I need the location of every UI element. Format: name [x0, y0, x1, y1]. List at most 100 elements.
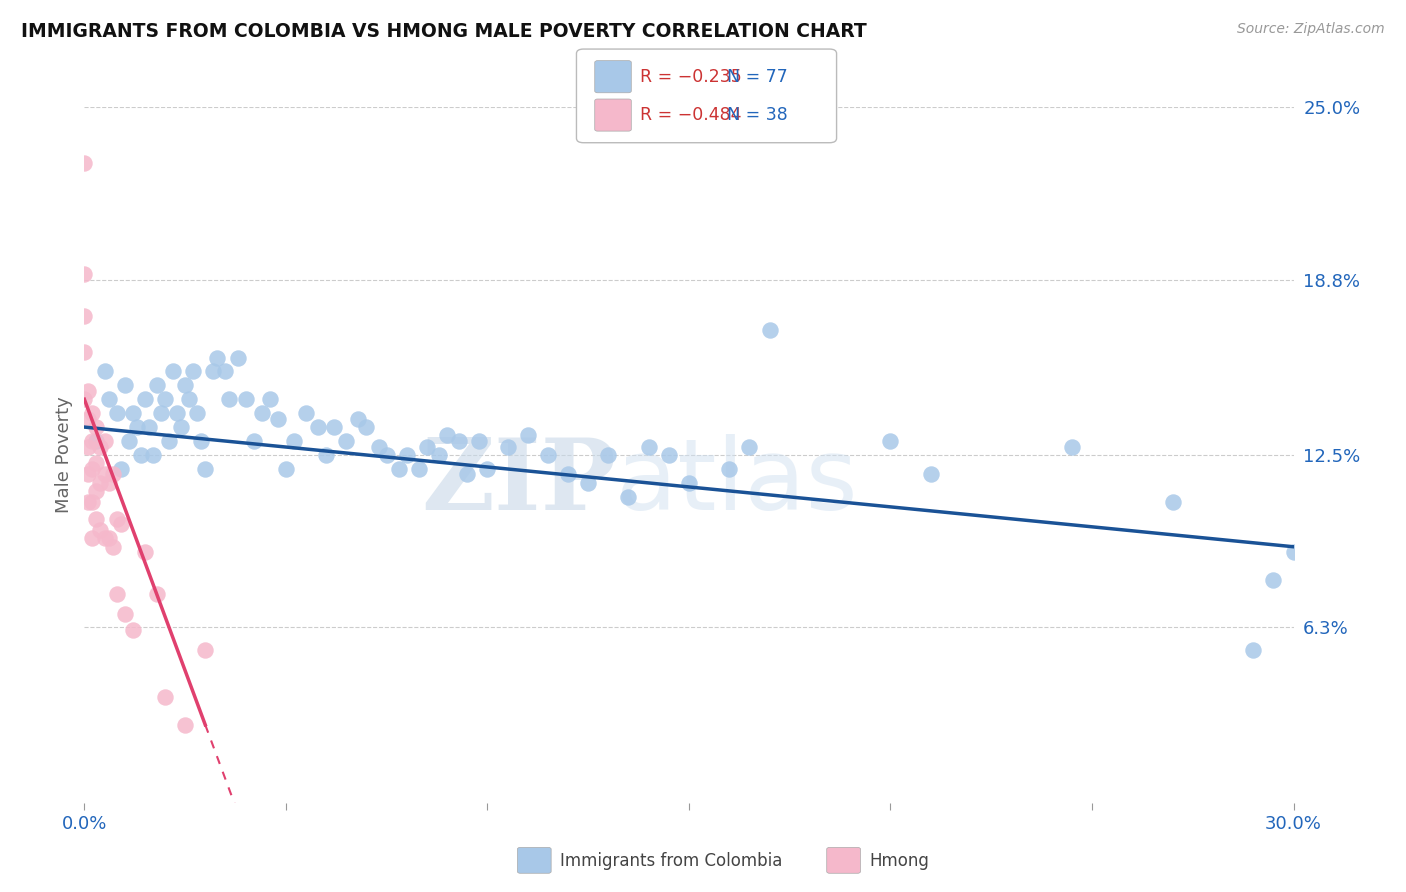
Point — [170, 420, 193, 434]
Point — [77, 440, 100, 454]
Point — [86, 456, 108, 470]
Point — [121, 406, 143, 420]
Point — [576, 475, 599, 490]
Text: IMMIGRANTS FROM COLOMBIA VS HMONG MALE POVERTY CORRELATION CHART: IMMIGRANTS FROM COLOMBIA VS HMONG MALE P… — [21, 22, 868, 41]
Point — [97, 475, 120, 490]
Point — [73, 392, 96, 407]
Point — [181, 364, 204, 378]
Point — [82, 462, 104, 476]
Point — [97, 392, 120, 407]
Point — [367, 440, 389, 454]
Point — [1161, 495, 1184, 509]
Point — [86, 484, 108, 499]
Point — [658, 448, 681, 462]
Point — [283, 434, 305, 448]
Text: Immigrants from Colombia: Immigrants from Colombia — [560, 852, 782, 870]
Point — [738, 440, 761, 454]
Point — [146, 378, 169, 392]
Point — [73, 309, 96, 323]
Point — [101, 540, 124, 554]
Point — [162, 364, 184, 378]
Point — [226, 351, 249, 365]
Point — [477, 462, 499, 476]
Point — [250, 406, 273, 420]
Point — [129, 448, 152, 462]
Point — [77, 384, 100, 398]
Point — [617, 490, 640, 504]
Point — [105, 587, 128, 601]
Point — [89, 523, 111, 537]
Point — [73, 345, 96, 359]
Point — [153, 690, 176, 704]
Text: R = −0.484: R = −0.484 — [640, 106, 741, 124]
Point — [134, 392, 156, 407]
Point — [77, 495, 100, 509]
Point — [77, 411, 100, 425]
Point — [214, 364, 236, 378]
Point — [557, 467, 579, 482]
Point — [97, 532, 120, 546]
Point — [82, 434, 104, 448]
Point — [496, 440, 519, 454]
Point — [388, 462, 411, 476]
Point — [194, 462, 217, 476]
Point — [920, 467, 942, 482]
Point — [468, 434, 491, 448]
Point — [323, 420, 346, 434]
Point — [1060, 440, 1083, 454]
Point — [110, 462, 132, 476]
Point — [174, 718, 197, 732]
Point — [335, 434, 357, 448]
Text: Hmong: Hmong — [869, 852, 929, 870]
Point — [82, 495, 104, 509]
Point — [408, 462, 430, 476]
Point — [449, 434, 471, 448]
Point — [267, 411, 290, 425]
Point — [1241, 642, 1264, 657]
Point — [134, 545, 156, 559]
Point — [114, 378, 136, 392]
Point — [347, 411, 370, 425]
Point — [678, 475, 700, 490]
Point — [153, 392, 176, 407]
Point — [105, 512, 128, 526]
Point — [114, 607, 136, 621]
Point — [718, 462, 741, 476]
Point — [274, 462, 297, 476]
Point — [110, 517, 132, 532]
Point — [157, 434, 180, 448]
Point — [242, 434, 264, 448]
Point — [202, 364, 225, 378]
Point — [436, 428, 458, 442]
Point — [101, 467, 124, 482]
Point — [879, 434, 901, 448]
Point — [356, 420, 378, 434]
Point — [121, 624, 143, 638]
Point — [598, 448, 620, 462]
Point — [73, 155, 96, 169]
Text: atlas: atlas — [616, 434, 858, 532]
Text: Source: ZipAtlas.com: Source: ZipAtlas.com — [1237, 22, 1385, 37]
Point — [138, 420, 160, 434]
Point — [427, 448, 450, 462]
Point — [93, 364, 115, 378]
Point — [375, 448, 398, 462]
Point — [295, 406, 318, 420]
Point — [259, 392, 281, 407]
Y-axis label: Male Poverty: Male Poverty — [55, 397, 73, 513]
Point — [77, 467, 100, 482]
Point — [235, 392, 257, 407]
Point — [179, 392, 201, 407]
Text: R = −0.235: R = −0.235 — [640, 68, 741, 86]
Point — [174, 378, 197, 392]
Point — [86, 512, 108, 526]
Point — [146, 587, 169, 601]
Point — [89, 440, 111, 454]
Point — [516, 428, 538, 442]
Point — [93, 467, 115, 482]
Point — [194, 642, 217, 657]
Point — [86, 420, 108, 434]
Point — [86, 434, 108, 448]
Text: ZIP: ZIP — [422, 434, 616, 532]
Point — [82, 406, 104, 420]
